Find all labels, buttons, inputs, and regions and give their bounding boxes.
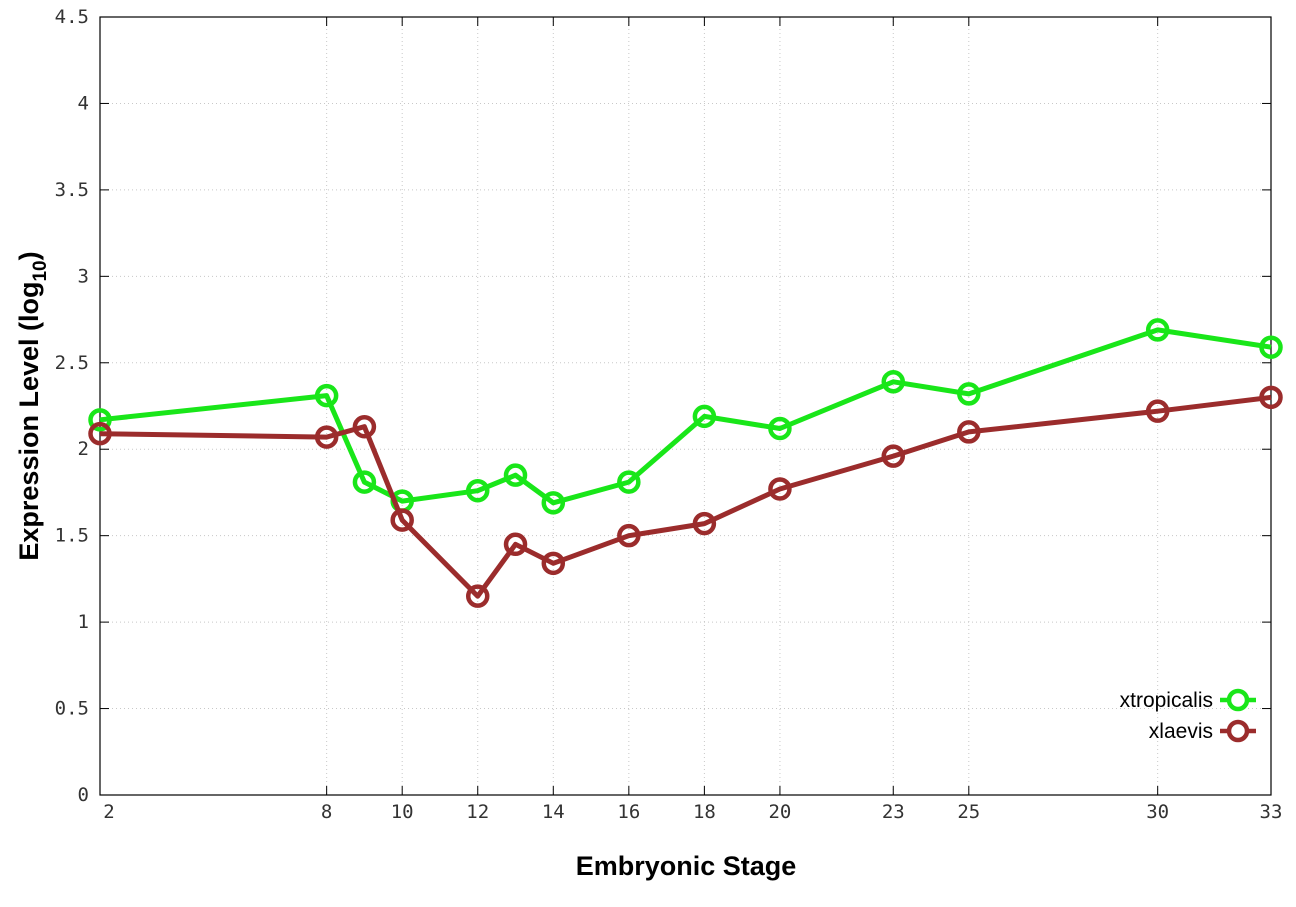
x-tick-label: 8: [321, 801, 332, 823]
plot-frame: [99, 16, 1272, 796]
data-point-xlaevis: [503, 532, 528, 557]
x-axis-tick-labels: 2 8 10 12 14 16 18 20 23 25 30 33: [103, 801, 1282, 823]
data-point-xlaevis: [88, 421, 112, 446]
x-tick-label: 20: [768, 801, 791, 823]
data-point-xlaevis: [768, 477, 792, 501]
x-tick-label: 18: [693, 801, 716, 823]
legend-marker-xtropicalis: [1226, 688, 1250, 712]
data-point-xlaevis: [465, 584, 490, 608]
data-point-xlaevis: [541, 551, 566, 576]
x-tick-label: 23: [882, 801, 905, 823]
data-point-xtropicalis: [617, 470, 641, 494]
axis-ticks: [99, 16, 1272, 796]
data-point-xlaevis: [692, 511, 717, 536]
data-point-xlaevis: [390, 508, 414, 532]
series-line-xlaevis: [99, 394, 1272, 599]
y-tick-label: 2.5: [55, 352, 89, 374]
y-tick-label: 3.5: [55, 179, 89, 201]
y-tick-label: 4: [78, 92, 89, 114]
y-tick-label: 0: [78, 784, 89, 806]
data-point-xtropicalis: [1259, 335, 1283, 359]
data-point-xtropicalis: [881, 370, 906, 394]
legend-marker-xlaevis: [1226, 719, 1250, 743]
data-point-xlaevis: [617, 523, 641, 548]
grid: [100, 17, 1271, 795]
x-tick-label: 16: [617, 801, 640, 823]
y-tick-label: 2: [78, 438, 89, 460]
y-axis-tick-labels: 0 0.5 1 1.5 2 2.5 3 3.5 4 4.5: [55, 6, 89, 806]
data-point-xtropicalis: [352, 470, 377, 494]
data-point-xtropicalis: [88, 408, 112, 432]
x-tick-label: 12: [466, 801, 489, 823]
series-line-xtropicalis: [99, 327, 1272, 506]
x-tick-label: 14: [542, 801, 565, 823]
data-point-xtropicalis: [314, 383, 339, 408]
legend: xtropicalis xlaevis: [1120, 688, 1256, 743]
data-point-xlaevis: [314, 425, 339, 449]
data-point-xlaevis: [352, 414, 377, 439]
y-tick-label: 1.5: [55, 525, 89, 547]
data-point-xlaevis: [1259, 385, 1283, 410]
data-point-xtropicalis: [692, 404, 717, 429]
data-point-xtropicalis: [541, 491, 566, 515]
y-tick-label: 3: [78, 265, 89, 287]
y-axis-title-close: ): [14, 251, 44, 260]
x-axis-title: Embryonic Stage: [576, 851, 797, 881]
x-tick-label: 30: [1146, 801, 1169, 823]
x-tick-label: 33: [1260, 801, 1283, 823]
data-point-xlaevis: [957, 420, 981, 444]
y-tick-label: 0.5: [55, 698, 89, 720]
y-axis-title-subscript: 10: [30, 260, 51, 281]
y-axis-title: Expression Level (log10): [14, 251, 51, 560]
data-point-xlaevis: [1145, 399, 1170, 423]
legend-label-xlaevis: xlaevis: [1149, 720, 1213, 743]
x-tick-label: 10: [391, 801, 414, 823]
legend-label-xtropicalis: xtropicalis: [1120, 689, 1213, 712]
data-point-xtropicalis: [957, 382, 981, 406]
data-point-xtropicalis: [768, 416, 792, 441]
x-tick-label: 2: [103, 801, 114, 823]
series: [88, 318, 1283, 608]
data-point-xtropicalis: [1145, 318, 1170, 342]
x-tick-label: 25: [957, 801, 980, 823]
data-point-xtropicalis: [465, 478, 490, 503]
data-point-xtropicalis: [503, 463, 528, 487]
y-tick-label: 4.5: [55, 6, 89, 28]
y-axis-title-main: Expression Level (log: [14, 282, 44, 561]
y-tick-label: 1: [78, 611, 89, 633]
data-point-xlaevis: [881, 444, 906, 468]
